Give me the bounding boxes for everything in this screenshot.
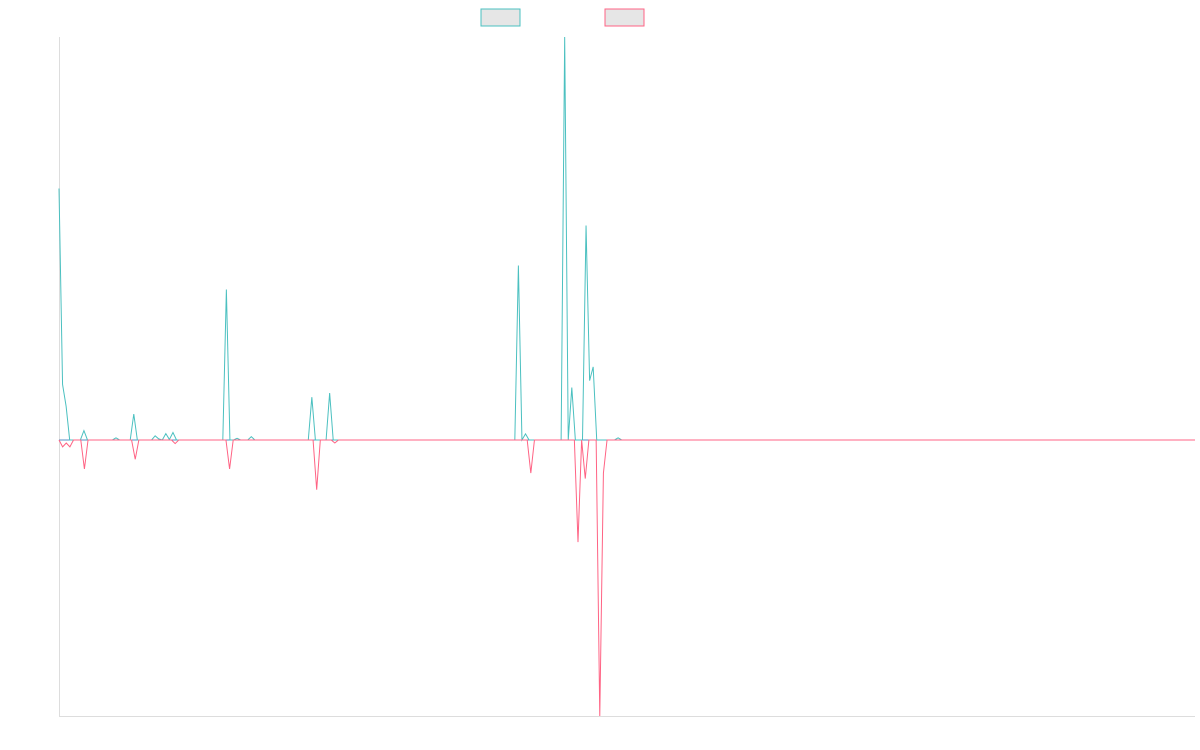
legend-swatch-negative[interactable] xyxy=(604,8,645,27)
series-line-negative xyxy=(58,439,1195,717)
legend-swatch-positive[interactable] xyxy=(480,8,521,27)
series-layer xyxy=(58,36,1195,717)
legend xyxy=(480,8,645,27)
series-line-positive xyxy=(58,36,1195,442)
axes xyxy=(59,37,1195,717)
